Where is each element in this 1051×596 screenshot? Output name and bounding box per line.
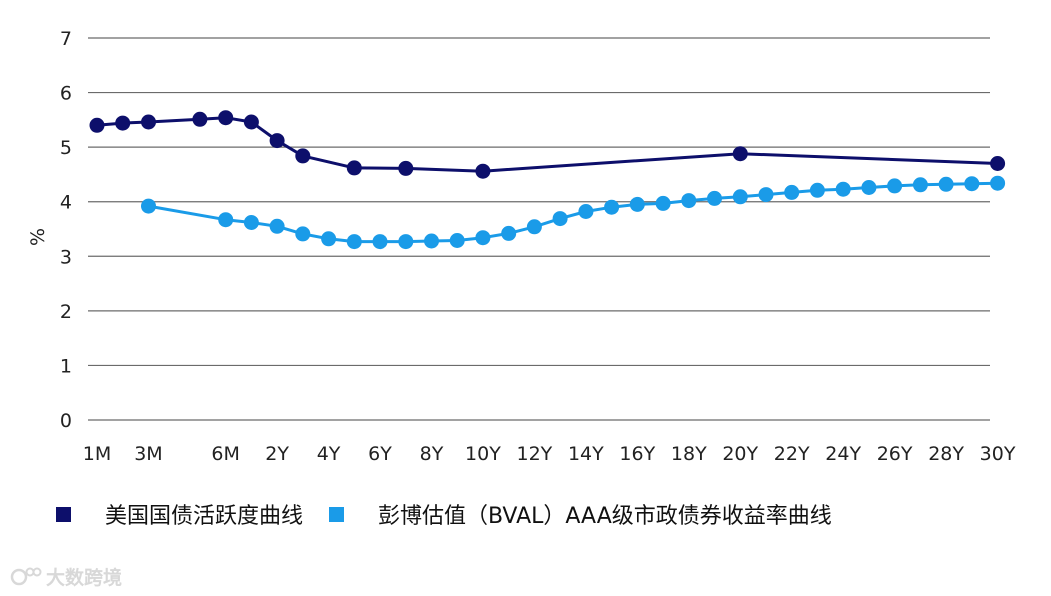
- series-2: [141, 175, 1006, 250]
- series-layer: [89, 110, 1006, 250]
- y-axis-label: %: [27, 228, 49, 246]
- y-tick-labels: 0 1 2 3 4 5 6 7: [60, 28, 72, 432]
- data-point[interactable]: [990, 156, 1006, 171]
- data-point[interactable]: [321, 231, 337, 247]
- gridlines: [88, 37, 990, 421]
- data-point[interactable]: [887, 178, 903, 194]
- data-point[interactable]: [295, 148, 311, 164]
- y-tick-label: 1: [60, 355, 72, 377]
- watermark-text: 大数跨境: [46, 567, 123, 589]
- data-point[interactable]: [835, 181, 851, 197]
- data-point[interactable]: [629, 196, 645, 212]
- data-point[interactable]: [398, 234, 414, 250]
- x-tick-label: 3M: [134, 443, 162, 465]
- x-tick-label: 18Y: [671, 443, 707, 465]
- data-point[interactable]: [938, 176, 954, 192]
- data-point[interactable]: [784, 184, 800, 200]
- data-point[interactable]: [218, 212, 234, 228]
- data-point[interactable]: [269, 218, 285, 234]
- data-point[interactable]: [501, 225, 517, 241]
- data-point[interactable]: [115, 115, 131, 131]
- x-tick-label: 6Y: [368, 443, 392, 465]
- data-point[interactable]: [295, 226, 311, 242]
- watermark-logo-icon: [10, 567, 42, 585]
- legend-label-us-treasury: 美国国债活跃度曲线: [105, 504, 304, 529]
- data-point[interactable]: [912, 177, 928, 193]
- legend-swatch-us-treasury: [56, 506, 71, 522]
- x-tick-label: 1M: [83, 443, 111, 465]
- data-point[interactable]: [861, 180, 877, 195]
- data-point[interactable]: [526, 219, 542, 235]
- data-point[interactable]: [990, 175, 1006, 191]
- legend: 美国国债活跃度曲线 彭博估值（BVAL）AAA级市政债券收益率曲线: [56, 498, 858, 530]
- x-tick-label: 4Y: [317, 443, 341, 465]
- data-point[interactable]: [758, 187, 774, 203]
- data-point[interactable]: [89, 117, 105, 133]
- x-tick-label: 22Y: [774, 443, 810, 465]
- x-tick-label: 28Y: [928, 443, 964, 465]
- data-point[interactable]: [449, 233, 465, 248]
- data-point[interactable]: [681, 193, 697, 209]
- x-tick-label: 8Y: [420, 443, 444, 465]
- data-point[interactable]: [269, 133, 285, 149]
- data-point[interactable]: [732, 189, 748, 205]
- watermark: 大数跨境: [10, 563, 122, 590]
- data-point[interactable]: [243, 215, 259, 230]
- x-tick-label: 30Y: [980, 443, 1016, 465]
- data-point[interactable]: [732, 146, 748, 162]
- x-tick-label: 10Y: [465, 443, 501, 465]
- data-point[interactable]: [604, 199, 620, 215]
- y-tick-label: 2: [60, 301, 72, 323]
- x-tick-label: 26Y: [877, 443, 913, 465]
- x-tick-label: 24Y: [825, 443, 861, 465]
- data-point[interactable]: [964, 176, 980, 192]
- data-point[interactable]: [552, 211, 568, 227]
- data-point[interactable]: [475, 163, 491, 179]
- data-point[interactable]: [243, 114, 259, 130]
- y-tick-label: 0: [60, 410, 72, 432]
- x-tick-label: 2Y: [265, 443, 289, 465]
- data-point[interactable]: [372, 234, 388, 250]
- y-tick-label: 4: [60, 192, 72, 214]
- data-point[interactable]: [192, 111, 208, 127]
- data-point[interactable]: [424, 233, 439, 249]
- legend-swatch-bval-muni: [329, 506, 345, 522]
- data-point[interactable]: [346, 234, 362, 250]
- x-tick-label: 16Y: [619, 443, 655, 465]
- data-point[interactable]: [398, 160, 414, 176]
- legend-label-bval-muni: 彭博估值（BVAL）AAA级市政债券收益率曲线: [378, 504, 832, 529]
- data-point[interactable]: [475, 230, 491, 246]
- y-tick-label: 6: [60, 83, 72, 105]
- legend-item-us-treasury[interactable]: 美国国债活跃度曲线: [56, 498, 303, 530]
- x-tick-labels: 1M 3M 6M 2Y 4Y 6Y 8Y 10Y 12Y 14Y 16Y 18Y 20Y 22Y 24Y 26…: [83, 443, 1016, 465]
- data-point[interactable]: [707, 190, 722, 206]
- data-point[interactable]: [578, 204, 594, 219]
- data-point[interactable]: [141, 114, 156, 130]
- x-tick-label: 20Y: [722, 443, 758, 465]
- x-tick-label: 6M: [211, 443, 239, 465]
- data-point[interactable]: [141, 198, 156, 214]
- series-1: [89, 110, 1006, 179]
- y-tick-label: 3: [60, 246, 72, 268]
- x-tick-label: 12Y: [517, 443, 553, 465]
- data-point[interactable]: [346, 160, 362, 176]
- data-point[interactable]: [809, 182, 825, 198]
- data-point[interactable]: [218, 110, 234, 126]
- x-tick-label: 14Y: [568, 443, 604, 465]
- data-point[interactable]: [655, 195, 671, 211]
- series-line-1: [96, 116, 998, 173]
- y-tick-label: 5: [60, 137, 72, 159]
- legend-item-bval-muni[interactable]: 彭博估值（BVAL）AAA级市政债券收益率曲线: [329, 498, 832, 530]
- y-tick-label: 7: [60, 28, 72, 50]
